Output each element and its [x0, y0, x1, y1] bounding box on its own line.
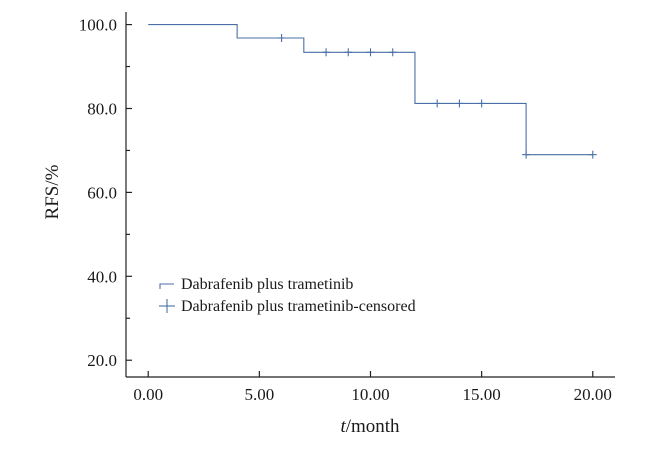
x-tick-label: 10.00	[351, 385, 389, 404]
censor-mark	[277, 34, 286, 43]
y-tick-label: 20.0	[87, 351, 117, 370]
series-layer	[148, 24, 597, 159]
x-ticks: 0.00 5.00 10.00 15.00 20.00	[133, 371, 612, 404]
censor-mark	[366, 48, 375, 57]
legend-label-censored: Dabrafenib plus trametinib-censored	[181, 298, 416, 315]
x-tick-label: 15.00	[463, 385, 501, 404]
x-axis-label-variable: t	[340, 416, 346, 437]
y-tick-label: 80.0	[87, 99, 117, 118]
censor-mark	[477, 99, 486, 108]
x-tick-label: 0.00	[133, 385, 163, 404]
censor-mark	[322, 48, 331, 57]
legend-step-sample	[159, 283, 174, 289]
censor-mark	[344, 48, 353, 57]
x-tick-label: 5.00	[244, 385, 274, 404]
censor-mark	[455, 99, 464, 108]
x-axis-label: t/month	[340, 416, 400, 437]
x-axis-label-unit: /month	[346, 416, 400, 437]
censor-mark	[433, 99, 442, 108]
censor-mark	[588, 150, 597, 159]
censor-mark	[388, 48, 397, 57]
legend-label-series: Dabrafenib plus trametinib	[181, 276, 353, 293]
axes	[125, 12, 615, 378]
y-tick-label: 100.0	[79, 16, 117, 35]
x-tick-label: 20.00	[574, 385, 612, 404]
km-step-line	[148, 24, 593, 156]
y-tick-label: 60.0	[87, 183, 117, 202]
legend: Dabrafenib plus trametinib Dabrafenib pl…	[159, 276, 416, 315]
y-tick-label: 40.0	[87, 267, 117, 286]
y-axis-label: RFS/%	[42, 164, 63, 219]
legend-censor-sample	[159, 299, 175, 313]
y-ticks: 20.0 40.0 60.0 80.0 100.0	[79, 16, 132, 370]
censor-mark	[522, 150, 531, 159]
